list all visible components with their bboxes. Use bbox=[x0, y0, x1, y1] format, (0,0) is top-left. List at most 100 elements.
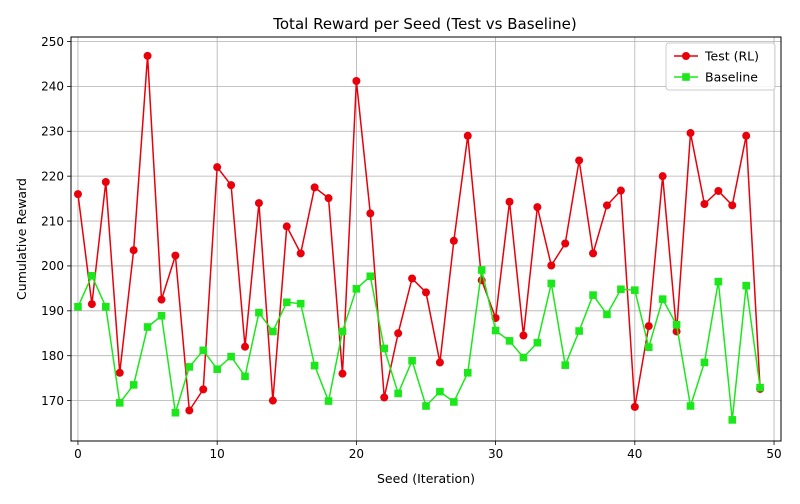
data-point bbox=[700, 358, 709, 367]
series-layer bbox=[73, 51, 765, 424]
data-point bbox=[102, 302, 110, 311]
data-point bbox=[185, 406, 194, 415]
data-point bbox=[296, 249, 305, 258]
data-point bbox=[631, 286, 639, 294]
y-tick-label: 180 bbox=[41, 349, 64, 363]
data-point bbox=[450, 398, 458, 406]
data-point bbox=[171, 408, 180, 417]
y-tick-label: 200 bbox=[41, 259, 64, 273]
data-point bbox=[505, 337, 514, 345]
data-point bbox=[630, 402, 639, 411]
x-tick-label: 20 bbox=[349, 447, 364, 461]
data-point bbox=[742, 131, 751, 140]
data-point bbox=[477, 266, 486, 274]
data-point bbox=[241, 372, 249, 381]
data-point bbox=[73, 190, 82, 199]
data-point bbox=[547, 279, 556, 288]
data-point bbox=[143, 323, 152, 331]
data-point bbox=[269, 327, 277, 336]
data-point bbox=[380, 393, 389, 402]
data-point bbox=[241, 342, 250, 351]
data-point bbox=[101, 177, 110, 186]
data-point bbox=[310, 361, 319, 370]
y-tick-label: 230 bbox=[41, 125, 64, 139]
data-point bbox=[589, 249, 598, 258]
data-point bbox=[672, 320, 681, 329]
x-tick-label: 30 bbox=[488, 447, 503, 461]
data-point bbox=[728, 201, 737, 210]
data-point bbox=[115, 368, 124, 377]
data-point bbox=[463, 368, 472, 377]
data-point bbox=[575, 156, 584, 165]
y-tick-label: 190 bbox=[41, 304, 64, 318]
data-point bbox=[617, 285, 625, 294]
y-tick-label: 210 bbox=[41, 214, 64, 228]
data-point bbox=[519, 353, 528, 362]
data-point bbox=[394, 329, 403, 338]
data-point bbox=[115, 399, 124, 407]
legend-item: Test (RL) bbox=[674, 48, 759, 63]
data-point bbox=[561, 239, 570, 248]
legend: Test (RL) Baseline bbox=[665, 42, 776, 91]
data-point bbox=[603, 310, 611, 319]
data-point bbox=[254, 199, 263, 208]
data-point bbox=[352, 285, 361, 293]
y-tick-label: 170 bbox=[41, 394, 64, 408]
legend-marker bbox=[682, 52, 690, 60]
series-baseline bbox=[74, 266, 764, 424]
data-point bbox=[463, 131, 472, 140]
data-point bbox=[366, 209, 375, 218]
data-point bbox=[575, 327, 583, 335]
data-point bbox=[742, 281, 750, 290]
data-point bbox=[227, 181, 236, 190]
data-point bbox=[422, 402, 430, 410]
legend-box bbox=[665, 42, 776, 91]
data-point bbox=[686, 129, 695, 138]
axis-ticks: 0 10 20 30 40 50 170 180 190 200 210 220 230 240 250 bbox=[41, 35, 782, 461]
data-point bbox=[157, 311, 166, 320]
data-point bbox=[422, 288, 430, 297]
data-point bbox=[644, 343, 653, 351]
series-test-rl bbox=[73, 51, 765, 415]
data-point bbox=[87, 300, 96, 309]
data-point bbox=[296, 299, 305, 308]
data-point bbox=[519, 331, 528, 340]
y-tick-label: 220 bbox=[41, 169, 64, 183]
legend-label: Baseline bbox=[705, 69, 758, 84]
data-point bbox=[213, 163, 222, 172]
x-tick-label: 10 bbox=[210, 447, 225, 461]
data-point bbox=[714, 277, 723, 286]
plot-frame bbox=[70, 36, 782, 442]
data-point bbox=[491, 326, 500, 335]
data-point bbox=[143, 51, 152, 60]
data-point bbox=[338, 369, 347, 378]
data-point bbox=[157, 295, 166, 304]
data-point bbox=[310, 183, 319, 192]
data-point bbox=[589, 291, 597, 299]
data-point bbox=[185, 363, 194, 371]
data-point bbox=[505, 197, 514, 206]
data-point bbox=[547, 261, 556, 270]
data-point bbox=[380, 344, 389, 353]
data-point bbox=[282, 298, 291, 307]
data-point bbox=[338, 327, 347, 336]
data-point bbox=[171, 251, 180, 260]
data-point bbox=[658, 295, 667, 303]
series-line bbox=[77, 55, 761, 413]
data-point bbox=[366, 272, 375, 281]
data-point bbox=[561, 361, 570, 369]
y-axis-label: Cumulative Reward bbox=[14, 178, 29, 300]
legend-label: Test (RL) bbox=[704, 48, 759, 63]
data-point bbox=[449, 236, 458, 245]
data-point bbox=[129, 246, 138, 255]
x-tick-label: 50 bbox=[766, 447, 781, 461]
data-point bbox=[728, 416, 737, 424]
y-tick-label: 250 bbox=[41, 35, 64, 49]
data-point bbox=[408, 274, 417, 283]
series-line bbox=[77, 269, 761, 420]
data-point bbox=[255, 308, 263, 317]
legend-item: Baseline bbox=[674, 69, 758, 84]
x-tick-label: 40 bbox=[627, 447, 642, 461]
